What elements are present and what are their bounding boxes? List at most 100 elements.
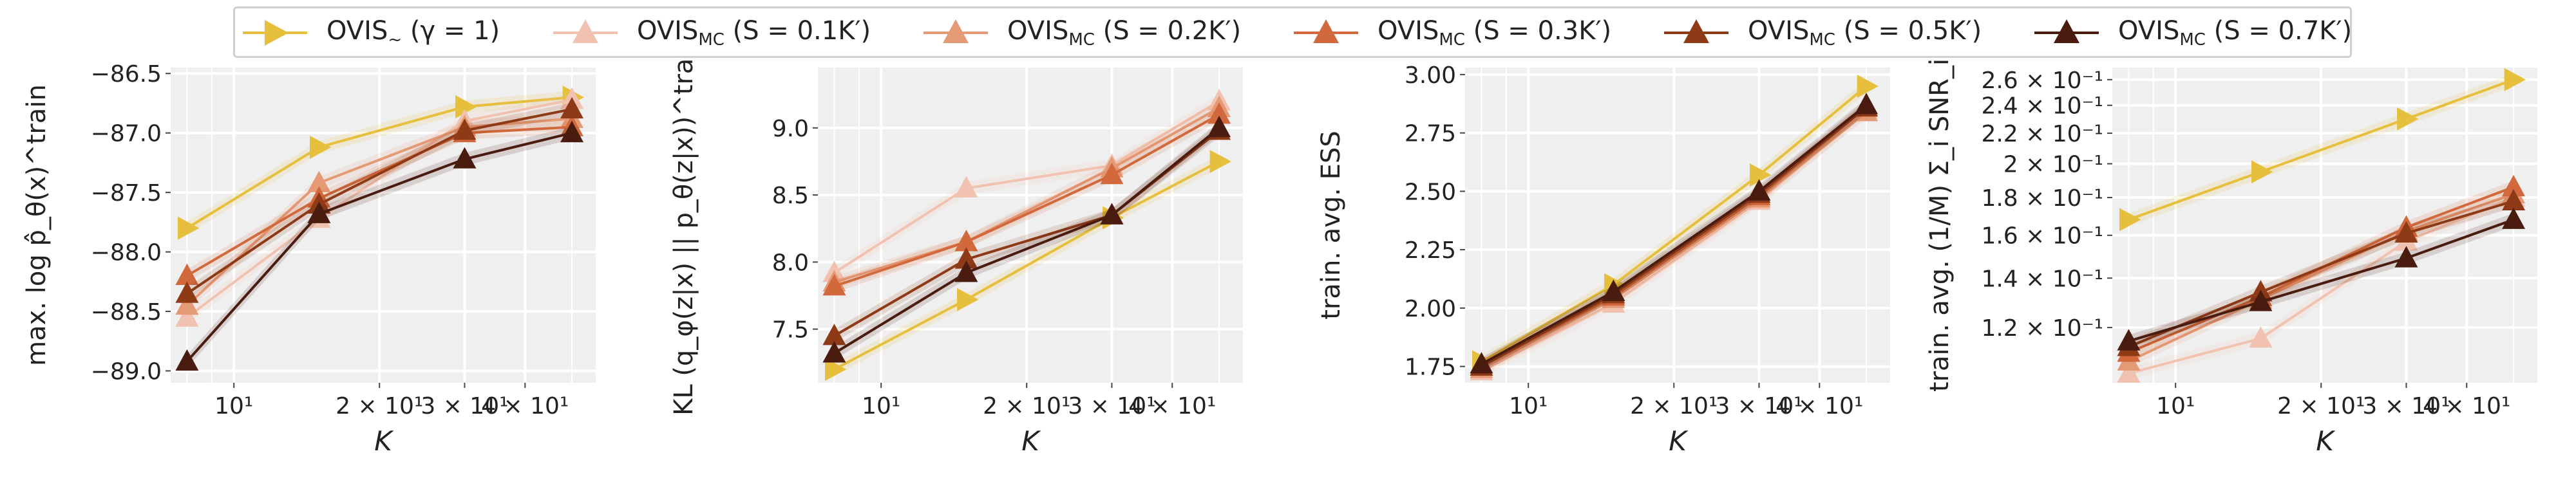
data-point [2394,221,2418,243]
legend-marker [1313,19,1339,43]
data-point [2119,208,2141,232]
data-point [2502,207,2526,229]
data-point [957,288,979,311]
legend-entry: OVISMC (S = 0.3K′) [1291,15,1611,51]
data-point [954,230,978,252]
x-axis-label: K [1669,425,1689,457]
y-axis-label: KL (q_φ(z|x) || p_θ(z|x))^train [669,35,699,416]
data-point [2249,290,2273,311]
data-point [1750,163,1772,187]
data-point [2397,107,2419,131]
x-tick-label: 3 × 10¹ [2362,393,2450,419]
data-point [2251,160,2273,184]
y-axis-label: train. avg. (1/M) Σ_i SNR_i [1925,59,1955,392]
data-point [825,358,847,381]
series-line [186,96,573,230]
x-axis-label: K [374,425,394,457]
data-point [1857,75,1879,98]
x-tick-label: 2 × 10¹ [983,393,1070,419]
y-tick-label: 2.25 [1405,237,1456,264]
y-tick-label: 2 × 10⁻¹ [2003,152,2103,178]
data-point [178,216,200,240]
series-band [187,91,573,235]
series-band [2128,191,2514,380]
series-line [2128,78,2514,221]
data-point [1100,162,1124,185]
y-tick-label: 9.0 [772,116,809,142]
series-line [186,98,573,318]
series-line [1481,104,1868,365]
data-point [1470,352,1493,374]
series-line [833,160,1220,371]
legend-entry: OVISMC (S = 0.1K′) [551,15,871,51]
x-tick-label: 2 × 10¹ [2277,393,2365,419]
series-line [185,131,573,363]
x-tick-label: 4 × 10¹ [1128,393,1216,419]
series-band [2128,194,2514,354]
legend-marker-4 [1664,19,1728,43]
legend-marker-5 [2034,19,2099,43]
data-point [453,118,477,140]
chart-panel: 1.2 × 10⁻¹ 1.4 × 10⁻¹ 1.6 × 10⁻¹ 1.8 × 10⁻¹… [1925,59,2537,457]
data-point [2394,246,2418,268]
x-tick-label: 4 × 10¹ [1776,393,1863,419]
legend-marker-2 [923,19,988,43]
legend-marker-1 [553,19,618,43]
data-point [560,97,584,119]
data-point [1747,179,1771,201]
legend-label: OVISMC (S = 0.7K′) [2118,16,2353,50]
x-tick-label: 10¹ [1509,393,1548,419]
data-point [455,95,477,119]
legend-entry: OVISMC (S = 0.2K′) [921,15,1241,51]
series-line [833,127,1220,354]
series-line [833,113,1220,288]
data-point [453,147,477,169]
x-tick-label: 4 × 10¹ [2423,393,2510,419]
x-axis-label: K [2316,425,2336,457]
data-point [175,281,199,303]
data-point [2504,68,2526,91]
y-tick-label: 2.50 [1405,179,1456,205]
series-line [2128,199,2514,348]
series-line [833,100,1220,274]
series-band [187,102,573,300]
data-point [822,273,846,296]
y-tick-label: 3.00 [1405,62,1456,89]
x-tick-label: 3 × 10¹ [1715,393,1803,419]
data-point [1602,279,1625,301]
y-axis-label: max. log p̂_θ(x)^train [22,84,52,366]
data-point [307,170,331,192]
data-point [954,261,978,282]
legend: OVIS~ (γ = 1) OVISMC (S = 0.1K′) OVISMC … [233,6,2352,58]
legend-marker-3 [1294,19,1358,43]
legend-marker [265,20,289,46]
y-tick-label: 2.6 × 10⁻¹ [1981,68,2103,94]
x-tick-label: 2 × 10¹ [1630,393,1718,419]
legend-marker [573,19,598,43]
y-tick-label: 1.6 × 10⁻¹ [1981,223,2103,250]
series-line [186,125,573,277]
legend-marker-0 [243,20,307,46]
data-point [1855,93,1879,115]
series-line [1481,85,1868,363]
y-tick-label: 1.8 × 10⁻¹ [1981,185,2103,212]
y-tick-label: 2.75 [1405,121,1456,147]
x-tick-label: 4 × 10¹ [481,393,569,419]
series-band [2128,213,2514,348]
series-line [1481,106,1868,368]
y-tick-label: −89.0 [91,359,162,385]
legend-label: OVIS~ (γ = 1) [327,16,500,50]
legend-marker [1683,19,1709,43]
data-point [954,247,978,269]
y-tick-label: 7.5 [772,317,809,344]
x-tick-label: 10¹ [214,393,253,419]
series-line [186,107,573,295]
data-point [310,135,332,159]
data-point [1208,115,1231,138]
data-point [1208,102,1231,124]
data-point [175,293,199,315]
legend-label: OVISMC (S = 0.5K′) [1748,16,1982,50]
data-point [175,263,199,285]
